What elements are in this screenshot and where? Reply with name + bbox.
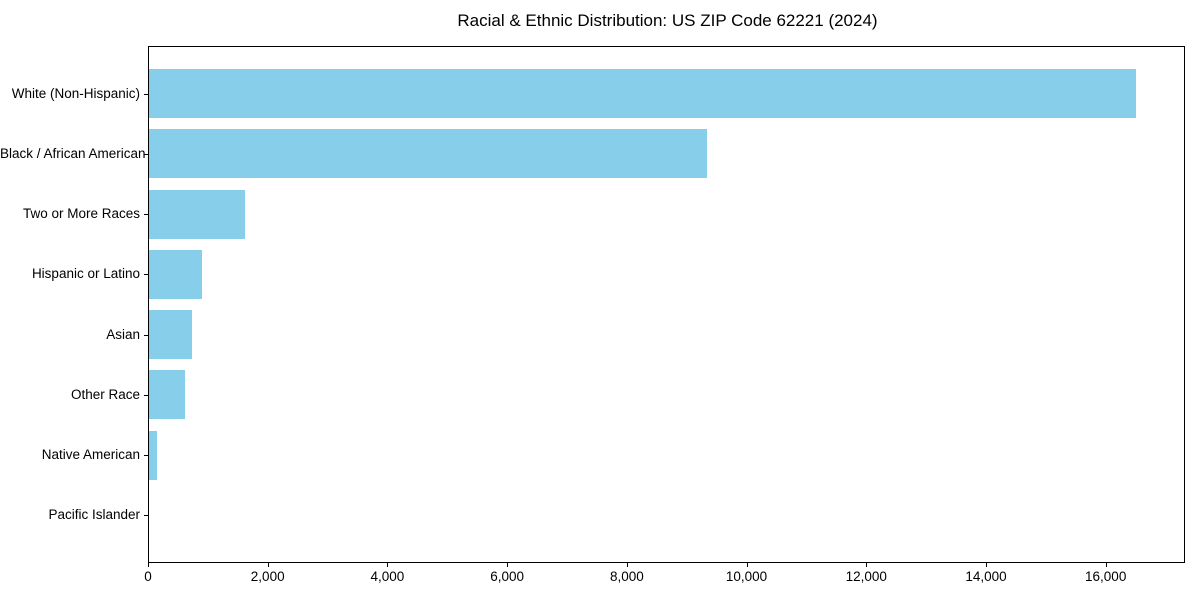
bar	[149, 189, 245, 239]
bar	[149, 310, 193, 360]
x-axis-tick-label: 8,000	[609, 569, 644, 584]
bar	[149, 430, 158, 480]
bar	[149, 129, 708, 179]
x-axis-tick	[626, 563, 628, 567]
chart-title: Racial & Ethnic Distribution: US ZIP Cod…	[457, 11, 878, 30]
x-axis-tick	[746, 563, 748, 567]
y-axis-tick	[144, 153, 148, 155]
x-axis-tick	[148, 563, 149, 567]
x-axis-tick-label: 16,000	[1085, 569, 1127, 584]
x-axis-tick	[267, 563, 269, 567]
y-axis-tick	[144, 93, 148, 95]
x-axis-tick	[1105, 563, 1107, 567]
x-axis-tick-label: 2,000	[250, 569, 285, 584]
y-axis-tick	[144, 214, 148, 216]
bar	[149, 249, 202, 299]
y-axis-label: Asian	[106, 326, 140, 342]
y-axis-tick	[144, 274, 148, 276]
y-axis-tick	[144, 455, 148, 457]
y-axis-label: Black / African American	[0, 145, 146, 161]
x-axis-tick	[387, 563, 389, 567]
x-axis-tick	[866, 563, 868, 567]
x-axis-tick	[507, 563, 509, 567]
x-axis-tick-label: 12,000	[845, 569, 887, 584]
plot-area	[148, 46, 1185, 563]
y-axis-tick	[144, 394, 148, 396]
x-axis-tick-label: 6,000	[490, 569, 525, 584]
y-axis-label: Hispanic or Latino	[31, 266, 140, 282]
y-axis-label: Two or More Races	[22, 206, 140, 222]
y-axis-tick	[144, 515, 148, 517]
y-axis-tick	[144, 334, 148, 336]
x-axis-tick-label: 10,000	[725, 569, 768, 584]
bar	[149, 69, 1136, 119]
bar	[149, 370, 186, 420]
y-axis-label: Native American	[41, 447, 140, 463]
x-axis-tick-label: 14,000	[965, 569, 1007, 584]
x-axis-tick	[985, 563, 987, 567]
x-axis-tick-label: 0	[144, 569, 152, 584]
y-axis-label: Pacific Islander	[48, 507, 140, 523]
y-axis-label: Other Race	[70, 386, 140, 402]
y-axis-label: White (Non-Hispanic)	[11, 85, 140, 101]
x-axis-tick-label: 4,000	[370, 569, 405, 584]
